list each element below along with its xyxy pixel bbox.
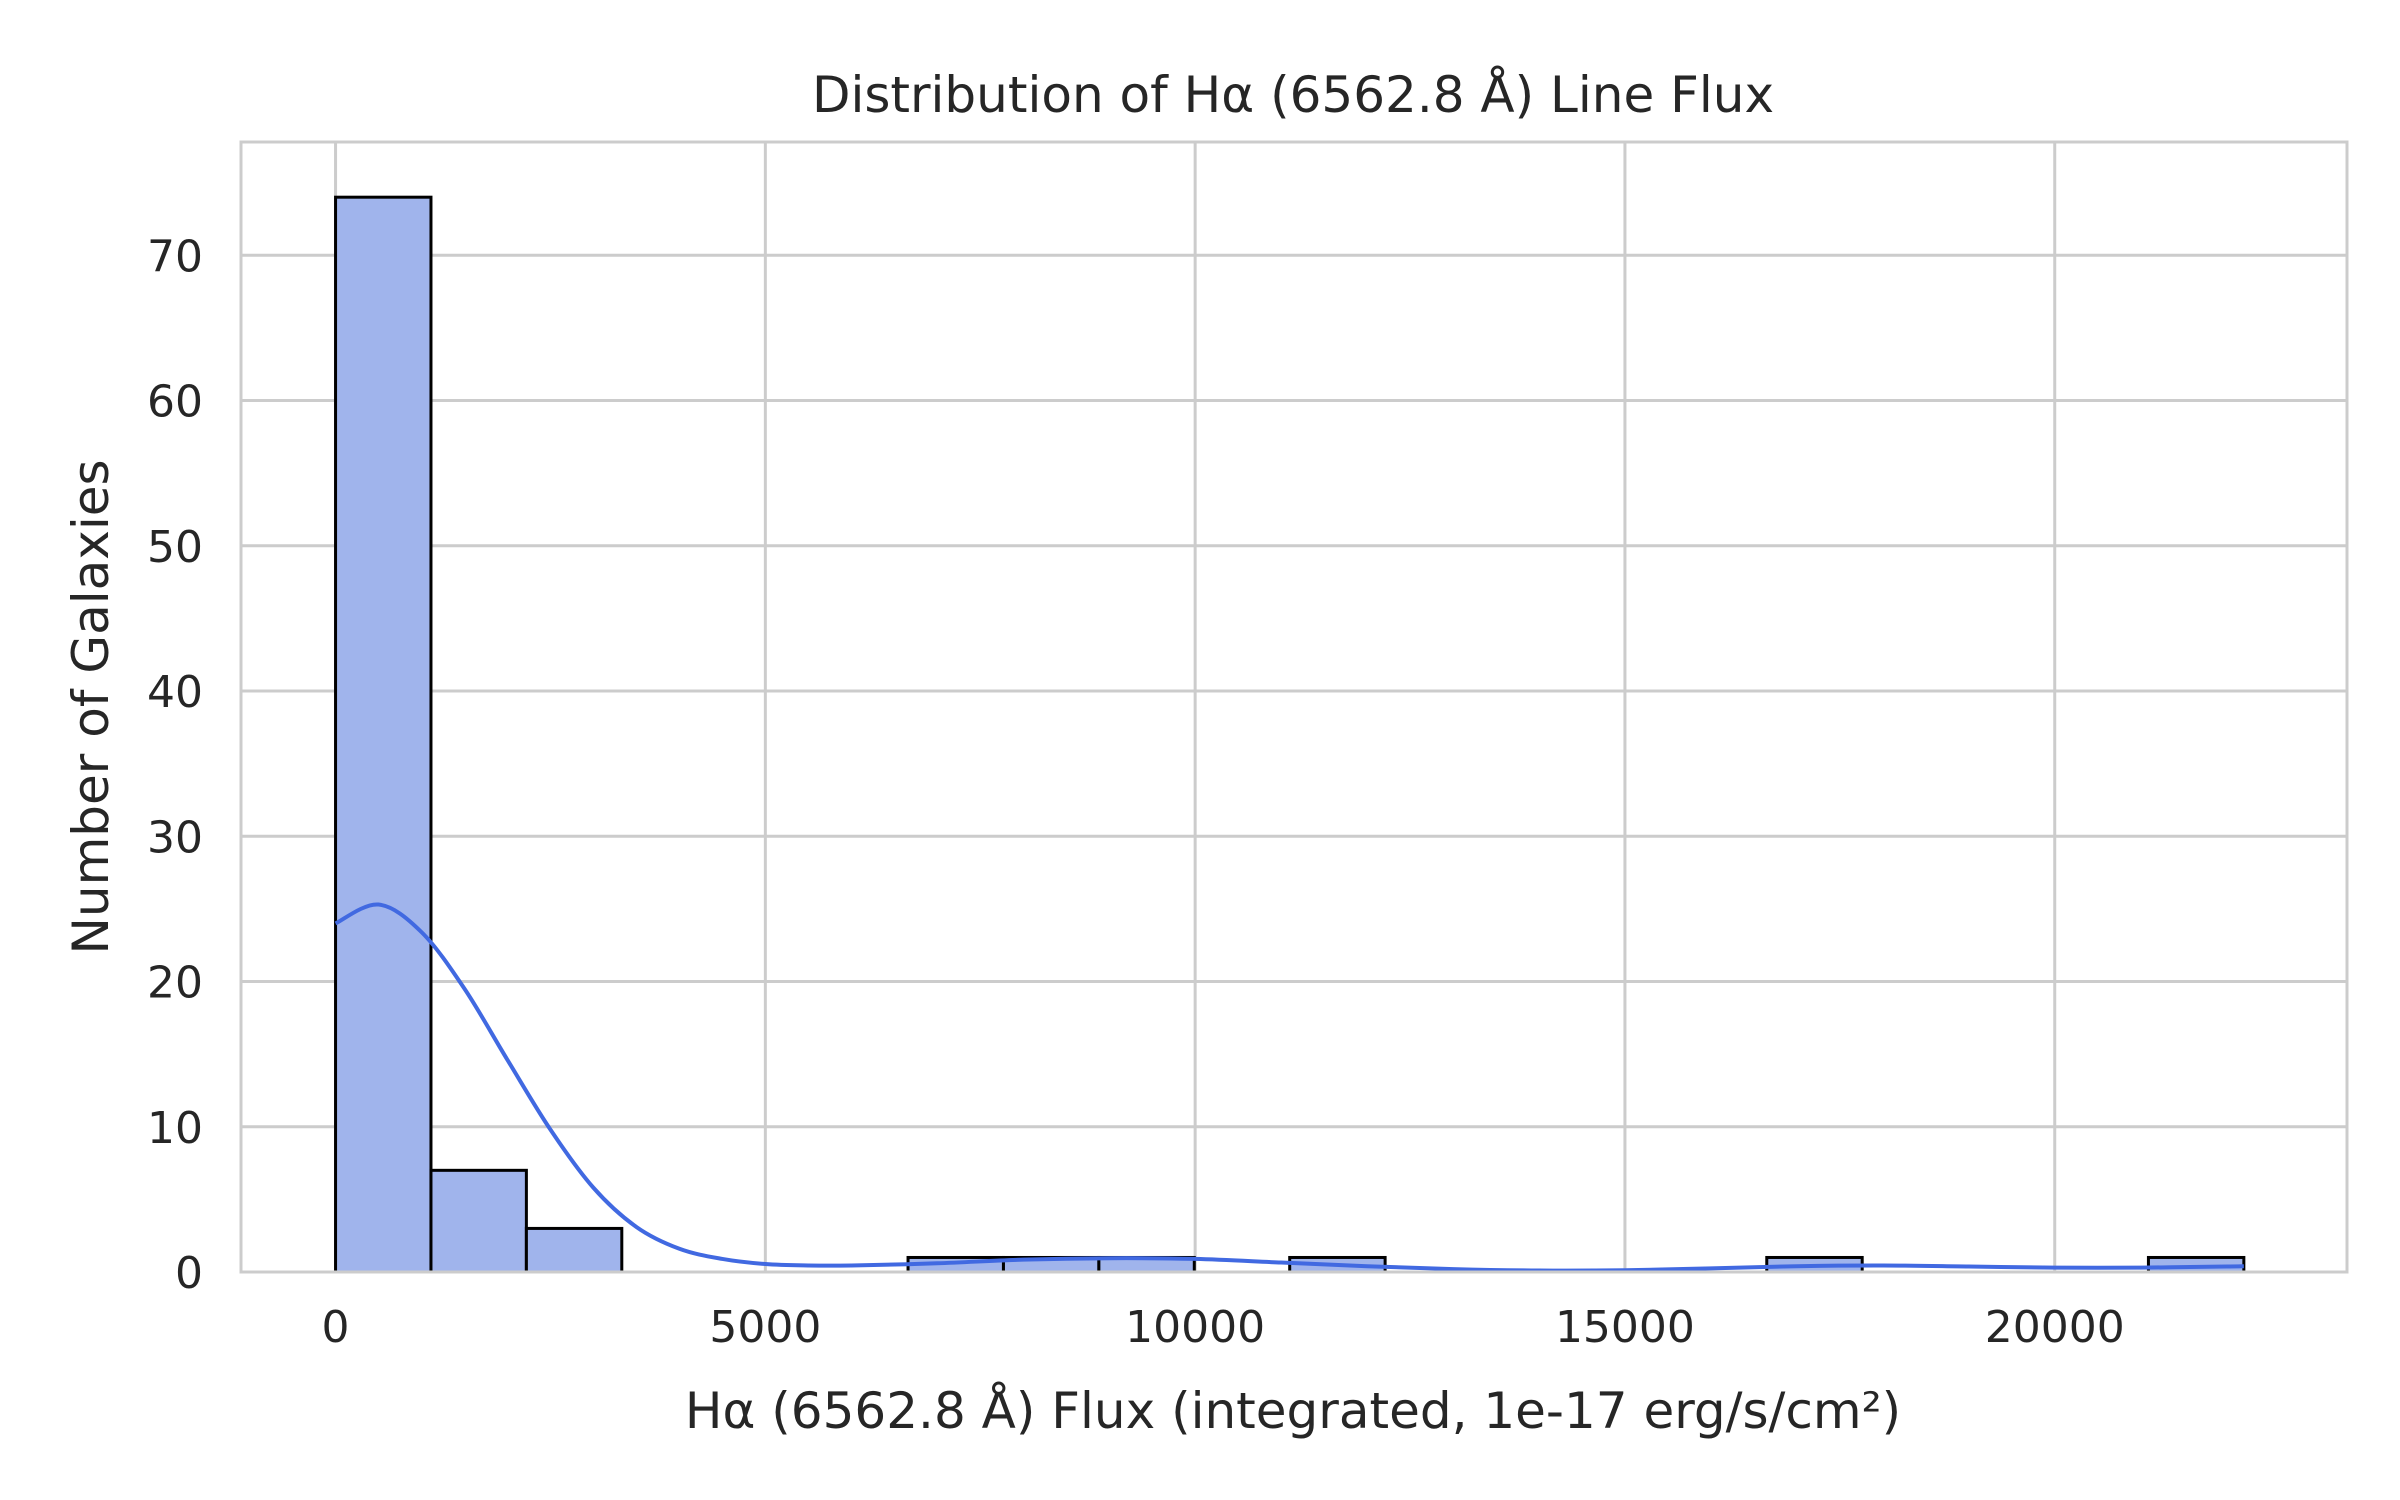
x-tick-label: 15000 xyxy=(1555,1302,1695,1353)
kde-curve xyxy=(334,902,2244,1273)
histogram-bar xyxy=(334,195,433,1274)
x-tick-label: 10000 xyxy=(1125,1302,1265,1353)
bar-layer xyxy=(334,195,2246,1274)
tick-layer: 0 5000 10000 15000 20000 0 10 20 30 40 50 60 70 xyxy=(147,231,2125,1353)
plot-frame xyxy=(239,140,2349,1274)
grid-layer xyxy=(241,142,2347,1274)
x-tick-label: 0 xyxy=(322,1302,350,1353)
y-tick-label: 30 xyxy=(147,812,203,863)
y-tick-label: 40 xyxy=(147,667,203,718)
y-axis-label: Number of Galaxies xyxy=(62,459,120,954)
x-axis-label: Hα (6562.8 Å) Flux (integrated, 1e-17 er… xyxy=(685,1382,1901,1440)
y-tick-label: 10 xyxy=(147,1103,203,1154)
x-tick-label: 5000 xyxy=(709,1302,821,1353)
y-tick-label: 0 xyxy=(175,1248,203,1299)
histogram-bar xyxy=(524,1226,624,1274)
y-tick-label: 50 xyxy=(147,522,203,573)
y-tick-label: 60 xyxy=(147,377,203,428)
y-tick-label: 20 xyxy=(147,958,203,1009)
kde-layer xyxy=(334,902,2244,1273)
histogram-bar xyxy=(429,1168,528,1274)
chart-title: Distribution of Hα (6562.8 Å) Line Flux xyxy=(812,66,1774,124)
y-tick-label: 70 xyxy=(147,231,203,282)
x-tick-label: 20000 xyxy=(1985,1302,2125,1353)
